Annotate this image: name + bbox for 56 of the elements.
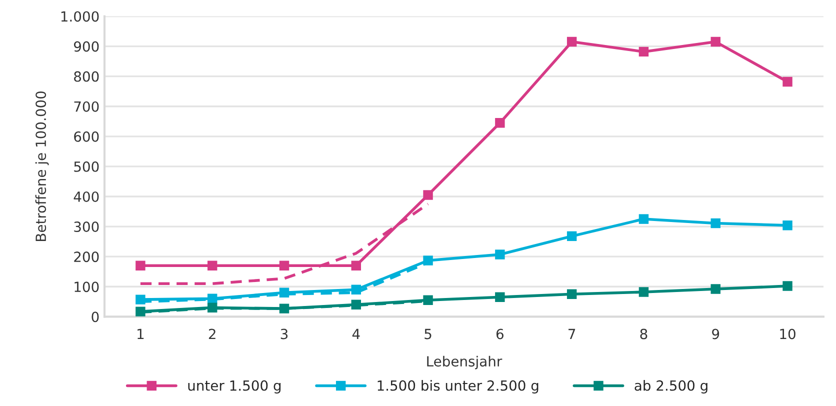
y-tick-label: 1.000 bbox=[61, 11, 99, 22]
point bbox=[782, 76, 792, 87]
x-tick-label: 7 bbox=[568, 328, 576, 340]
point bbox=[638, 46, 649, 57]
point bbox=[566, 36, 577, 47]
x-tick-label: 3 bbox=[280, 328, 288, 340]
point bbox=[136, 260, 146, 270]
x-tick-label: 2 bbox=[208, 328, 216, 340]
point bbox=[710, 284, 720, 294]
y-tick-label: 400 bbox=[74, 191, 99, 202]
point bbox=[207, 302, 218, 313]
y-tick-label: 700 bbox=[74, 101, 99, 112]
y-tick-label: 800 bbox=[74, 71, 99, 82]
point bbox=[423, 256, 433, 266]
x-tick-label: 9 bbox=[712, 328, 720, 340]
legend-label: 1.500 bis unter 2.500 g bbox=[378, 380, 538, 394]
point bbox=[782, 220, 792, 230]
point bbox=[279, 288, 290, 298]
point bbox=[495, 118, 505, 128]
x-tick-label: 1 bbox=[138, 328, 144, 340]
point bbox=[782, 281, 792, 291]
point bbox=[566, 289, 577, 300]
y-tick-label: 300 bbox=[74, 222, 99, 232]
point bbox=[566, 231, 577, 242]
point bbox=[207, 260, 218, 270]
x-tick-label: 6 bbox=[496, 328, 504, 340]
x-tick-label: 5 bbox=[424, 328, 432, 340]
point bbox=[638, 287, 649, 297]
point bbox=[207, 294, 218, 304]
x-tick-label: 8 bbox=[640, 328, 648, 340]
y-tick-label: 600 bbox=[74, 131, 99, 142]
point bbox=[279, 260, 290, 270]
point bbox=[351, 300, 361, 310]
point bbox=[495, 292, 505, 302]
point bbox=[423, 295, 433, 306]
point bbox=[279, 304, 290, 314]
y-axis-title: Betroffene je 100.000 bbox=[35, 92, 49, 241]
y-tick-label: 100 bbox=[74, 282, 99, 292]
point bbox=[710, 218, 720, 228]
y-tick-label: 0 bbox=[92, 312, 99, 322]
legend-label: unter 1.500 g bbox=[188, 380, 281, 394]
point bbox=[423, 190, 433, 200]
y-tick-label: 200 bbox=[74, 252, 99, 262]
point bbox=[710, 36, 720, 47]
y-tick-label: 500 bbox=[74, 161, 99, 172]
point bbox=[136, 306, 146, 316]
legend-label: ab 2.500 g bbox=[634, 380, 708, 394]
point bbox=[136, 294, 146, 304]
point bbox=[495, 250, 505, 260]
point bbox=[638, 214, 649, 224]
point bbox=[351, 284, 361, 294]
point bbox=[351, 260, 361, 270]
x-tick-label: 4 bbox=[352, 328, 360, 340]
y-tick-label: 900 bbox=[74, 41, 99, 52]
x-tick-label: 10 bbox=[780, 328, 796, 340]
x-axis-title: Lebensjahr bbox=[427, 356, 502, 370]
